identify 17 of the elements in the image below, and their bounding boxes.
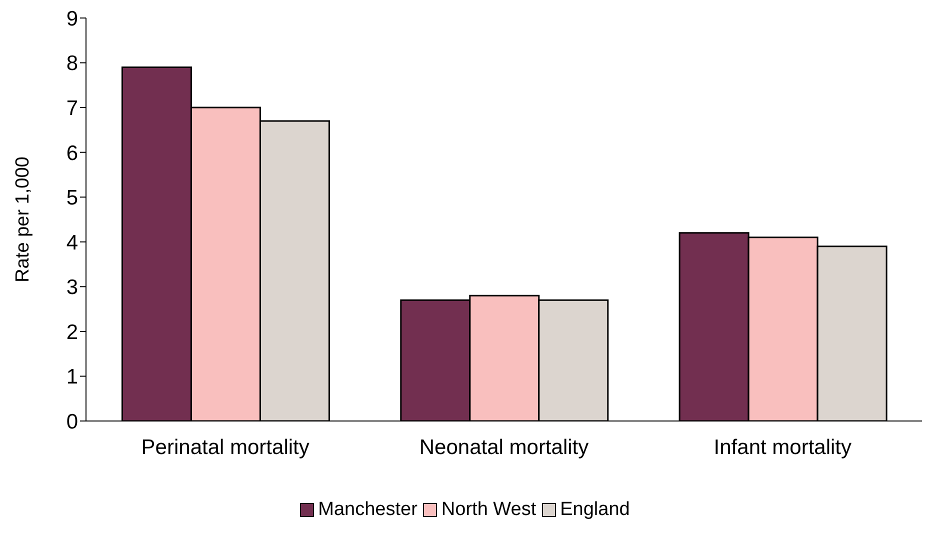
x-tick-label: Neonatal mortality [419,436,590,459]
x-tick-label: Perinatal mortality [141,436,310,459]
y-tick-label: 6 [66,142,78,165]
y-tick-label: 9 [66,7,78,30]
x-tick-label: Infant mortality [714,436,852,459]
legend-label: Manchester [317,499,418,521]
y-tick-label: 1 [66,366,78,389]
y-axis-title: Rate per 1,000 [12,156,34,282]
y-tick-label: 8 [66,52,78,76]
y-tick-label: 2 [66,320,78,344]
legend-label: North West [440,499,536,521]
y-tick-label: 7 [66,97,78,120]
y-tick-label: 4 [66,231,78,254]
y-tick-label: 3 [66,276,78,300]
legend-label: England [559,499,630,521]
y-tick-label: 5 [66,186,78,210]
y-tick-label: 0 [66,410,78,434]
